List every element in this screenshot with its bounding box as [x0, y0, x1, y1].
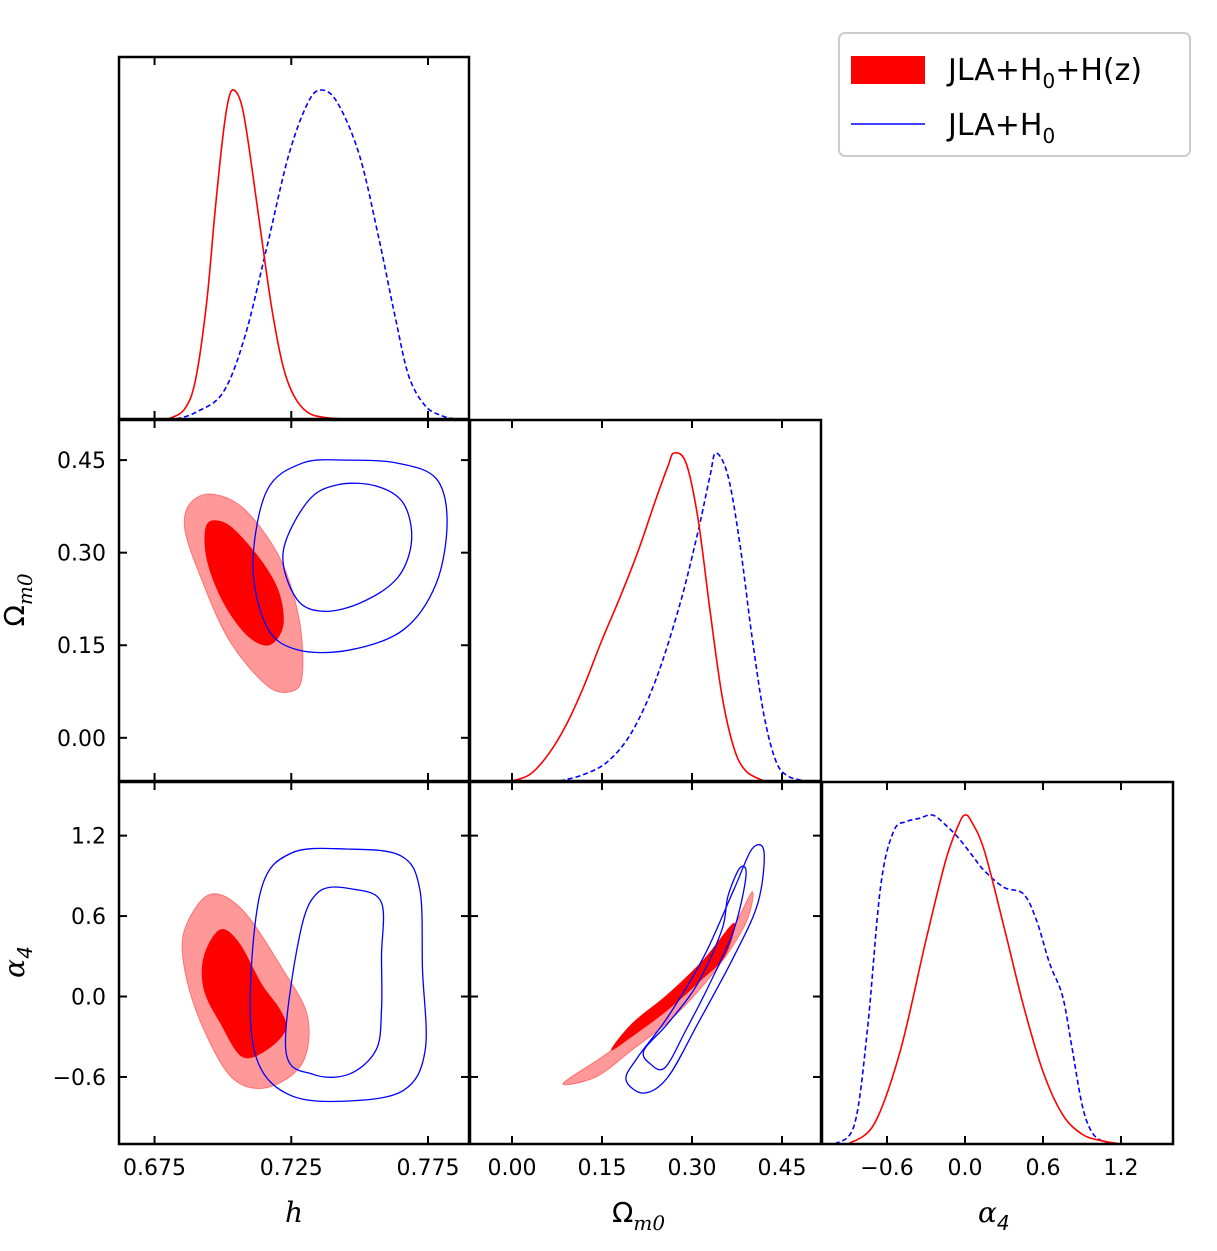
- red-marginal: [847, 814, 1122, 1144]
- x-axis-label-om: Ωm0: [612, 1196, 665, 1235]
- legend-swatch-red: [851, 56, 925, 84]
- y-tick-label-a4: 1.2: [71, 825, 106, 850]
- svg-text:Ωm0: Ωm0: [0, 573, 37, 626]
- frame-1-1: [468, 418, 823, 783]
- frame-2-2: [820, 780, 1175, 1146]
- tick-labels: 0.675 0.725 0.775 0.00 0.15 0.30 0.45 −0.6 0.0 0.…: [53, 449, 1139, 1181]
- y-tick-label-Om: 0.15: [57, 634, 106, 659]
- panel-a4-vs-om: [562, 844, 765, 1094]
- blue-contour-68: [642, 865, 747, 1071]
- y-tick-label-a4: 0.6: [71, 905, 106, 930]
- legend: JLA+H0+H(z) JLA+H0: [838, 32, 1191, 157]
- blue-marginal: [834, 813, 1115, 1144]
- x-tick-label-a4: 1.2: [1104, 1156, 1139, 1181]
- y-axis-label-a4: α4: [0, 946, 37, 978]
- legend-entry-blue: JLA+H0: [946, 108, 1055, 148]
- panel-a4-marginal: [834, 813, 1122, 1144]
- x-tick-label-Om: 0.00: [488, 1156, 537, 1181]
- panel-h-marginal: [167, 89, 456, 419]
- red-contour-68: [611, 922, 735, 1051]
- frame-0-0: [117, 55, 471, 421]
- panel-frames: [117, 55, 1175, 1146]
- x-tick-label-h: 0.775: [396, 1156, 459, 1181]
- svg-text:Ωm0: Ωm0: [612, 1196, 665, 1235]
- x-tick-label-Om: 0.45: [758, 1156, 807, 1181]
- panel-om-vs-h: [183, 459, 448, 694]
- x-tick-label-a4: 0.0: [948, 1156, 983, 1181]
- blue-marginal: [559, 452, 807, 781]
- red-contour-68: [201, 929, 287, 1059]
- svg-text:α4: α4: [0, 946, 37, 978]
- tick-marks: [119, 57, 1122, 1144]
- y-tick-label-a4: 0.0: [71, 986, 106, 1011]
- legend-frame: [838, 32, 1191, 157]
- y-tick-label-Om: 0.30: [57, 542, 106, 567]
- x-tick-label-Om: 0.15: [578, 1156, 627, 1181]
- panel-om-marginal: [511, 451, 807, 781]
- blue-marginal: [176, 89, 456, 419]
- x-tick-label-Om: 0.30: [668, 1156, 717, 1181]
- y-axis-label-om: Ωm0: [0, 573, 37, 626]
- x-axis-label-h: h: [285, 1196, 303, 1229]
- blue-contour-95: [625, 844, 765, 1094]
- y-tick-label-Om: 0.00: [57, 727, 106, 752]
- svg-text:α4: α4: [978, 1196, 1010, 1235]
- frame-2-1: [468, 780, 823, 1146]
- blue-contour-95: [249, 847, 427, 1103]
- blue-contour-95: [252, 459, 448, 654]
- panel-a4-vs-h: [181, 847, 427, 1103]
- legend-entry-red: JLA+H0+H(z): [946, 53, 1142, 93]
- y-tick-label-a4: −0.6: [53, 1066, 106, 1091]
- blue-contour-68: [284, 886, 385, 1078]
- red-contour-68: [204, 520, 284, 646]
- x-tick-label-a4: 0.6: [1026, 1156, 1061, 1181]
- x-tick-label-h: 0.725: [260, 1156, 323, 1181]
- x-axis-label-a4: α4: [978, 1196, 1010, 1235]
- red-marginal: [511, 451, 765, 781]
- blue-contour-68: [282, 482, 413, 612]
- x-tick-label-h: 0.675: [123, 1156, 186, 1181]
- y-tick-label-Om: 0.45: [57, 449, 106, 474]
- x-tick-label-a4: −0.6: [860, 1156, 913, 1181]
- red-marginal: [167, 89, 347, 419]
